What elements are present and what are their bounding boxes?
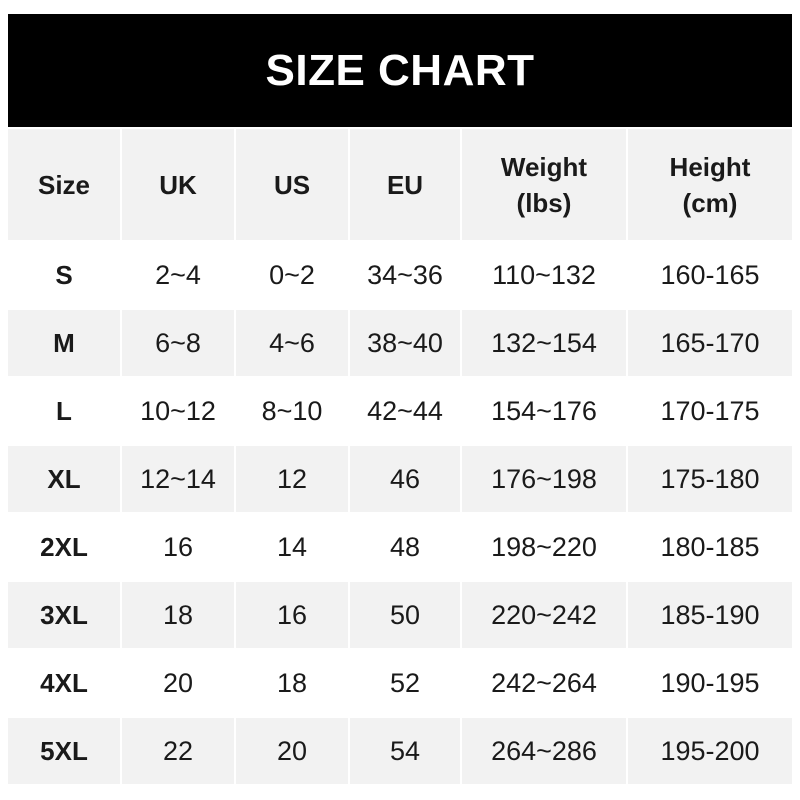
column-header: Height (cm) bbox=[626, 127, 792, 240]
table-cell: 34~36 bbox=[348, 240, 460, 308]
table-row: S 2~4 0~2 34~36 110~132 160-165 bbox=[8, 240, 792, 308]
size-chart-table: Size UK US EU Weight (lbs) Height (cm) S 2~4 0~2 3… bbox=[8, 127, 792, 784]
table-cell: 6~8 bbox=[120, 308, 234, 376]
table-cell: 180-185 bbox=[626, 512, 792, 580]
table-cell: 220~242 bbox=[460, 580, 626, 648]
table-row: 5XL 22 20 54 264~286 195-200 bbox=[8, 716, 792, 784]
column-header: Size bbox=[8, 127, 120, 240]
table-cell: 38~40 bbox=[348, 308, 460, 376]
size-label: M bbox=[8, 308, 120, 376]
table-cell: 132~154 bbox=[460, 308, 626, 376]
table-cell: 264~286 bbox=[460, 716, 626, 784]
table-row: M 6~8 4~6 38~40 132~154 165-170 bbox=[8, 308, 792, 376]
table-cell: 8~10 bbox=[234, 376, 348, 444]
table-cell: 22 bbox=[120, 716, 234, 784]
column-header: EU bbox=[348, 127, 460, 240]
table-cell: 0~2 bbox=[234, 240, 348, 308]
table-row: 2XL 16 14 48 198~220 180-185 bbox=[8, 512, 792, 580]
table-row: XL 12~14 12 46 176~198 175-180 bbox=[8, 444, 792, 512]
table-cell: 12 bbox=[234, 444, 348, 512]
table-cell: 14 bbox=[234, 512, 348, 580]
size-label: S bbox=[8, 240, 120, 308]
table-cell: 195-200 bbox=[626, 716, 792, 784]
table-cell: 170-175 bbox=[626, 376, 792, 444]
table-cell: 16 bbox=[120, 512, 234, 580]
table-cell: 46 bbox=[348, 444, 460, 512]
table-cell: 4~6 bbox=[234, 308, 348, 376]
table-cell: 110~132 bbox=[460, 240, 626, 308]
table-cell: 20 bbox=[234, 716, 348, 784]
table-cell: 2~4 bbox=[120, 240, 234, 308]
table-cell: 165-170 bbox=[626, 308, 792, 376]
table-cell: 52 bbox=[348, 648, 460, 716]
table-row: L 10~12 8~10 42~44 154~176 170-175 bbox=[8, 376, 792, 444]
table-cell: 154~176 bbox=[460, 376, 626, 444]
size-label: 4XL bbox=[8, 648, 120, 716]
table-cell: 18 bbox=[234, 648, 348, 716]
size-chart-title: SIZE CHART bbox=[8, 14, 792, 127]
table-cell: 10~12 bbox=[120, 376, 234, 444]
size-label: XL bbox=[8, 444, 120, 512]
table-cell: 242~264 bbox=[460, 648, 626, 716]
table-cell: 16 bbox=[234, 580, 348, 648]
table-cell: 50 bbox=[348, 580, 460, 648]
table-cell: 42~44 bbox=[348, 376, 460, 444]
size-label: 2XL bbox=[8, 512, 120, 580]
column-header: Weight (lbs) bbox=[460, 127, 626, 240]
table-cell: 175-180 bbox=[626, 444, 792, 512]
table-cell: 160-165 bbox=[626, 240, 792, 308]
table-cell: 185-190 bbox=[626, 580, 792, 648]
table-row: 3XL 18 16 50 220~242 185-190 bbox=[8, 580, 792, 648]
size-label: L bbox=[8, 376, 120, 444]
table-cell: 18 bbox=[120, 580, 234, 648]
table-cell: 176~198 bbox=[460, 444, 626, 512]
column-header: UK bbox=[120, 127, 234, 240]
header-row: Size UK US EU Weight (lbs) Height (cm) bbox=[8, 127, 792, 240]
table-cell: 20 bbox=[120, 648, 234, 716]
table-cell: 54 bbox=[348, 716, 460, 784]
table-cell: 48 bbox=[348, 512, 460, 580]
size-label: 5XL bbox=[8, 716, 120, 784]
table-row: 4XL 20 18 52 242~264 190-195 bbox=[8, 648, 792, 716]
table-cell: 198~220 bbox=[460, 512, 626, 580]
table-cell: 190-195 bbox=[626, 648, 792, 716]
table-cell: 12~14 bbox=[120, 444, 234, 512]
column-header: US bbox=[234, 127, 348, 240]
size-label: 3XL bbox=[8, 580, 120, 648]
